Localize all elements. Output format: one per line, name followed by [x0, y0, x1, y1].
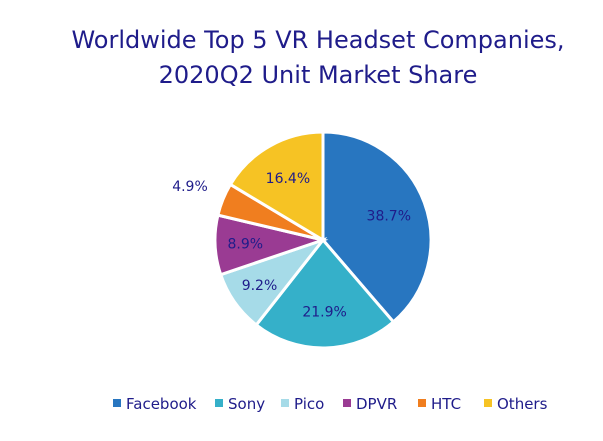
chart-title-line-1: Worldwide Top 5 VR Headset Companies,: [71, 26, 564, 54]
pie-slice-facebook: [321, 130, 433, 325]
legend-label-facebook: Facebook: [126, 395, 197, 413]
data-label-pico: 9.2%: [242, 278, 278, 294]
legend-label-htc: HTC: [431, 395, 461, 413]
data-label-others: 16.4%: [266, 171, 310, 187]
data-label-sony: 21.9%: [302, 304, 346, 320]
legend-label-pico: Pico: [294, 395, 324, 413]
legend: Facebook Sony Pico DPVR HTC Others: [113, 395, 548, 413]
pie-slices: [213, 130, 433, 350]
pie-slice-sony: [254, 237, 396, 350]
legend-label-others: Others: [497, 395, 548, 413]
legend-label-dpvr: DPVR: [356, 395, 397, 413]
chart-title-line-2: 2020Q2 Unit Market Share: [159, 61, 478, 89]
legend-swatch-others: [484, 399, 492, 407]
chart-title: Worldwide Top 5 VR Headset Companies, 20…: [71, 26, 564, 89]
legend-swatch-htc: [418, 399, 426, 407]
legend-swatch-pico: [281, 399, 289, 407]
data-label-facebook: 38.7%: [367, 209, 411, 225]
pie-slice-others: [228, 130, 325, 243]
legend-swatch-sony: [215, 399, 223, 407]
legend-label-sony: Sony: [228, 395, 265, 413]
legend-swatch-dpvr: [343, 399, 351, 407]
data-label-htc: 4.9%: [172, 179, 208, 195]
data-label-dpvr: 8.9%: [228, 237, 264, 253]
pie-data-labels: 38.7% 21.9% 9.2% 8.9% 4.9% 16.4%: [172, 171, 411, 320]
legend-swatch-facebook: [113, 399, 121, 407]
